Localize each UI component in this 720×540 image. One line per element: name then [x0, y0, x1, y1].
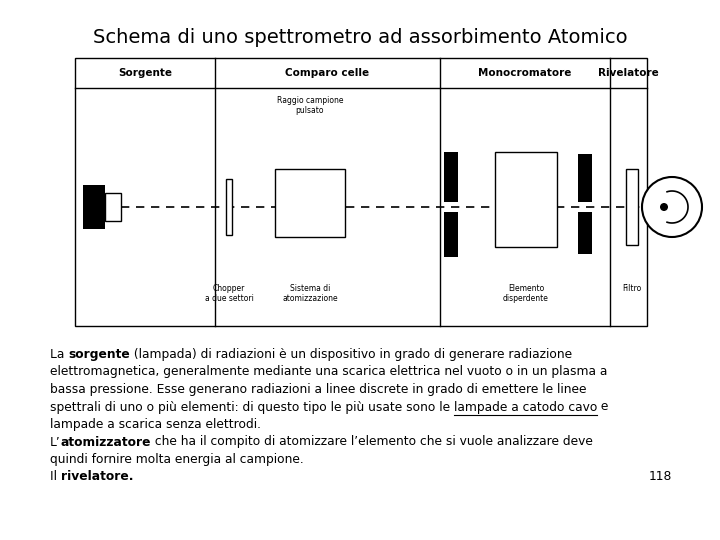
Bar — [444, 152, 458, 202]
Text: Comparo celle: Comparo celle — [285, 68, 369, 78]
Bar — [275, 169, 345, 237]
Circle shape — [660, 203, 668, 211]
Text: Chopper
a due settori: Chopper a due settori — [204, 284, 253, 303]
Text: 118: 118 — [649, 470, 672, 483]
Text: che ha il compito di atomizzare l’elemento che si vuole analizzare deve: che ha il compito di atomizzare l’elemen… — [151, 435, 593, 449]
Text: (lampada) di radiazioni è un dispositivo in grado di generare radiazione: (lampada) di radiazioni è un dispositivo… — [130, 348, 572, 361]
Bar — [444, 212, 458, 257]
Bar — [75, 58, 647, 326]
Text: Filtro: Filtro — [622, 284, 642, 293]
Text: Schema di uno spettrometro ad assorbimento Atomico: Schema di uno spettrometro ad assorbimen… — [93, 28, 627, 47]
Text: Sistema di
atomizzazione: Sistema di atomizzazione — [282, 284, 338, 303]
Text: elettromagnetica, generalmente mediante una scarica elettrica nel vuoto o in un : elettromagnetica, generalmente mediante … — [50, 366, 608, 379]
Text: e: e — [598, 401, 608, 414]
Bar — [578, 212, 592, 254]
Text: spettrali di uno o più elementi: di questo tipo le più usate sono le: spettrali di uno o più elementi: di ques… — [50, 401, 454, 414]
Text: Raggio campione
pulsato: Raggio campione pulsato — [276, 96, 343, 116]
Text: quindi fornire molta energia al campione.: quindi fornire molta energia al campione… — [50, 453, 304, 466]
Text: rivelatore.: rivelatore. — [61, 470, 133, 483]
Text: bassa pressione. Esse generano radiazioni a linee discrete in grado di emettere : bassa pressione. Esse generano radiazion… — [50, 383, 587, 396]
Text: Rivelatore: Rivelatore — [598, 68, 659, 78]
Bar — [105, 193, 121, 221]
Bar — [495, 152, 557, 247]
Bar — [226, 179, 232, 235]
Text: lampade a catodo cavo: lampade a catodo cavo — [454, 401, 598, 414]
Text: Sorgente: Sorgente — [118, 68, 172, 78]
Bar — [578, 154, 592, 202]
Text: Elemento
disperdente: Elemento disperdente — [503, 284, 549, 303]
Text: sorgente: sorgente — [68, 348, 130, 361]
Text: lampade a scarica senza elettrodi.: lampade a scarica senza elettrodi. — [50, 418, 261, 431]
Bar — [83, 185, 105, 229]
Text: atomizzatore: atomizzatore — [60, 435, 151, 449]
Text: L’: L’ — [50, 435, 60, 449]
Circle shape — [642, 177, 702, 237]
Text: Monocromatore: Monocromatore — [478, 68, 572, 78]
Text: La: La — [50, 348, 68, 361]
Text: Il: Il — [50, 470, 61, 483]
Bar — [626, 169, 638, 245]
